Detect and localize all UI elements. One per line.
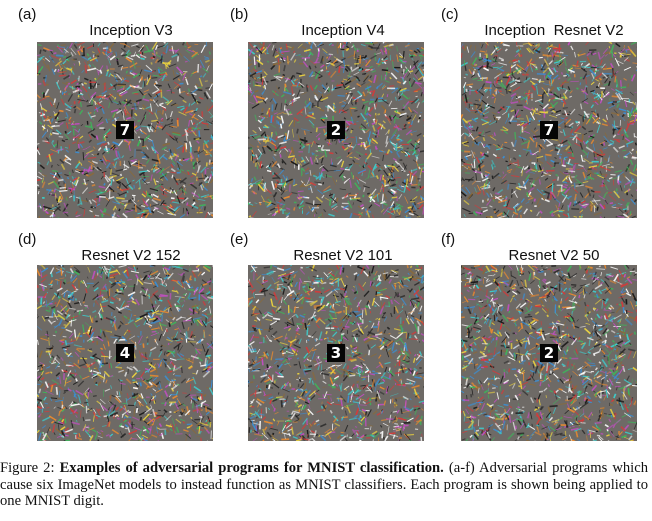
- panel-label: (b): [230, 6, 249, 23]
- panel-c: (c) Inception Resnet V2 7: [441, 6, 651, 221]
- panel-a: (a) Inception V3 7: [18, 6, 228, 221]
- mnist-digit: 3: [327, 344, 345, 362]
- caption-prefix: Figure 2:: [0, 460, 60, 476]
- panel-label: (e): [230, 231, 249, 248]
- adversarial-program-image: 4: [37, 265, 213, 441]
- panel-b: (b) Inception V4 2: [230, 6, 440, 221]
- panel-title: Inception V4: [301, 22, 385, 39]
- mnist-digit: 2: [540, 344, 558, 362]
- panel-label: (f): [441, 231, 456, 248]
- mnist-digit: 2: [327, 121, 345, 139]
- panel-label: (d): [18, 231, 37, 248]
- caption-bold-title: Examples of adversarial programs for MNI…: [59, 460, 444, 476]
- adversarial-program-image: 3: [248, 265, 424, 441]
- figure-caption: Figure 2: Examples of adversarial progra…: [0, 460, 648, 510]
- adversarial-program-image: 7: [461, 42, 637, 218]
- panel-title: Inception V3: [89, 22, 173, 39]
- panel-title: Resnet V2 50: [508, 247, 600, 264]
- panel-title: Inception Resnet V2: [484, 22, 624, 39]
- mnist-digit: 7: [540, 121, 558, 139]
- mnist-digit: 4: [116, 344, 134, 362]
- panel-label: (c): [441, 6, 459, 23]
- caption-body: (a-f) Adversarial programs which cause s…: [0, 460, 649, 509]
- panel-title: Resnet V2 101: [293, 247, 393, 264]
- panel-d: (d) Resnet V2 152 4: [18, 231, 228, 446]
- panel-f: (f) Resnet V2 50 2: [441, 231, 651, 446]
- adversarial-program-image: 2: [248, 42, 424, 218]
- panel-label: (a): [18, 6, 37, 23]
- adversarial-program-image: 2: [461, 265, 637, 441]
- adversarial-program-image: 7: [37, 42, 213, 218]
- panel-title: Resnet V2 152: [81, 247, 181, 264]
- mnist-digit: 7: [116, 121, 134, 139]
- panel-e: (e) Resnet V2 101 3: [230, 231, 440, 446]
